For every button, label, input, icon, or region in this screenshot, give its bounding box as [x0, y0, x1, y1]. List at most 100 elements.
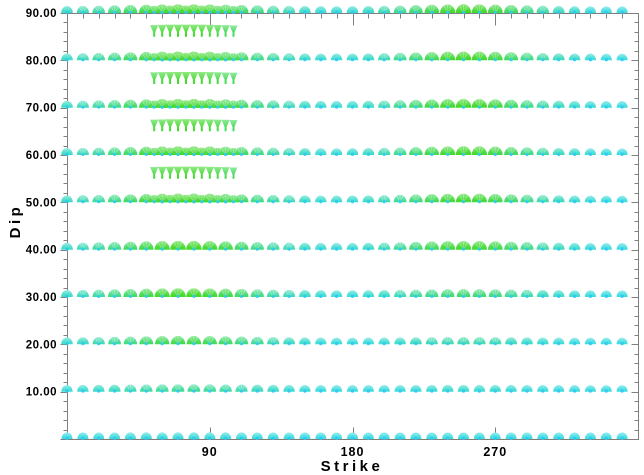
mechanism-funnel [165, 119, 175, 132]
mechanism-fan [250, 5, 264, 14]
mechanism-funnel [221, 167, 230, 179]
mechanism-fan [108, 384, 121, 393]
mechanism-fan [234, 241, 249, 251]
mechanism-fan [92, 242, 105, 251]
mechanism-fan [218, 336, 233, 346]
mechanism-fan [440, 289, 455, 298]
mechanism-fan [299, 290, 311, 298]
mechanism-fan [504, 194, 519, 204]
mechanism-fan [227, 195, 240, 204]
mechanism-fan [139, 336, 154, 346]
mechanism-fan [154, 241, 170, 251]
mechanism-fan [424, 146, 440, 156]
y-tick-label: 90.00 [26, 8, 57, 20]
mechanism-fan [441, 337, 454, 346]
mechanism-fan [568, 53, 581, 62]
mechanism-fan [440, 146, 456, 156]
mechanism-fan [489, 337, 502, 346]
mechanism-fan [227, 100, 240, 109]
mechanism-fan [378, 432, 390, 440]
mechanism-fan [600, 53, 612, 62]
mechanism-fan [536, 53, 550, 62]
mechanism-fan [283, 5, 296, 14]
mechanism-fan [393, 100, 407, 109]
mechanism-fan [568, 290, 581, 298]
mechanism-fan [552, 242, 565, 251]
mechanism-fan [521, 432, 533, 440]
mechanism-fan [315, 242, 327, 251]
mechanism-fan [424, 241, 439, 251]
mechanism-fan [266, 147, 280, 156]
mechanism-fan [584, 195, 597, 204]
mechanism-fan [584, 385, 596, 393]
y-tick-label: 60.00 [26, 150, 57, 162]
mechanism-fan [409, 99, 423, 109]
mechanism-funnel [221, 25, 230, 37]
mechanism-funnel [165, 166, 175, 179]
mechanism-fan [536, 195, 549, 204]
mechanism-fan [393, 242, 407, 251]
mechanism-fan [520, 147, 534, 156]
mechanism-fan [61, 53, 73, 62]
mechanism-funnel [213, 72, 222, 84]
mechanism-fan [505, 385, 517, 393]
mechanism-fan [471, 4, 488, 14]
mechanism-funnel [173, 24, 183, 37]
mechanism-funnel [229, 72, 238, 84]
mechanism-fan [394, 432, 406, 440]
mechanism-fan [394, 385, 406, 393]
mechanism-fan [362, 242, 375, 251]
mechanism-fan [172, 432, 184, 440]
mechanism-fan [424, 4, 440, 14]
mechanism-fan [552, 6, 565, 14]
mechanism-fan [299, 337, 311, 346]
mechanism-fan [156, 432, 168, 440]
mechanism-fan [315, 290, 327, 298]
mechanism-fan [123, 5, 138, 14]
mechanism-fan [616, 432, 628, 440]
mechanism-fan [409, 147, 423, 156]
mechanism-funnel [165, 24, 175, 37]
mechanism-funnel [158, 119, 167, 132]
mechanism-funnel [173, 119, 183, 132]
mechanism-fan [393, 52, 407, 62]
mechanism-fan [346, 100, 359, 109]
mechanism-fan [346, 337, 359, 346]
mechanism-funnel [221, 119, 230, 132]
mechanism-fan [520, 5, 534, 14]
mechanism-fan [107, 194, 122, 204]
mechanism-fan [299, 242, 311, 251]
mechanism-fan [440, 51, 456, 62]
mechanism-fan [107, 289, 122, 298]
mechanism-funnel [165, 72, 175, 84]
mechanism-fan [584, 101, 597, 109]
mechanism-fan [393, 5, 407, 14]
mechanism-fan [123, 52, 138, 62]
mechanism-fan [378, 5, 391, 14]
mechanism-fan [108, 336, 121, 346]
mechanism-fan [204, 432, 216, 440]
mechanism-fan [92, 337, 105, 346]
mechanism-fan [250, 52, 264, 62]
mechanism-fan [505, 432, 517, 440]
mechanism-funnel [213, 167, 222, 179]
mechanism-fan [426, 432, 438, 440]
mechanism-fan [584, 337, 596, 346]
mechanism-fan [107, 5, 122, 14]
mechanism-fan [346, 432, 359, 440]
mechanism-funnel [221, 72, 230, 84]
mechanism-fan [456, 289, 471, 298]
mechanism-fan [61, 385, 73, 393]
mechanism-fan [410, 432, 422, 440]
mechanism-fan [315, 385, 327, 393]
mechanism-fan [299, 432, 311, 440]
mechanism-fan [107, 242, 122, 251]
mechanism-fan [155, 384, 169, 393]
mechanism-fan [537, 337, 549, 346]
mechanism-fan [552, 100, 565, 109]
mechanism-fan [331, 432, 343, 440]
x-axis-title: Strike [321, 458, 384, 475]
mechanism-fan [568, 6, 581, 14]
mechanism-fan [61, 6, 73, 14]
